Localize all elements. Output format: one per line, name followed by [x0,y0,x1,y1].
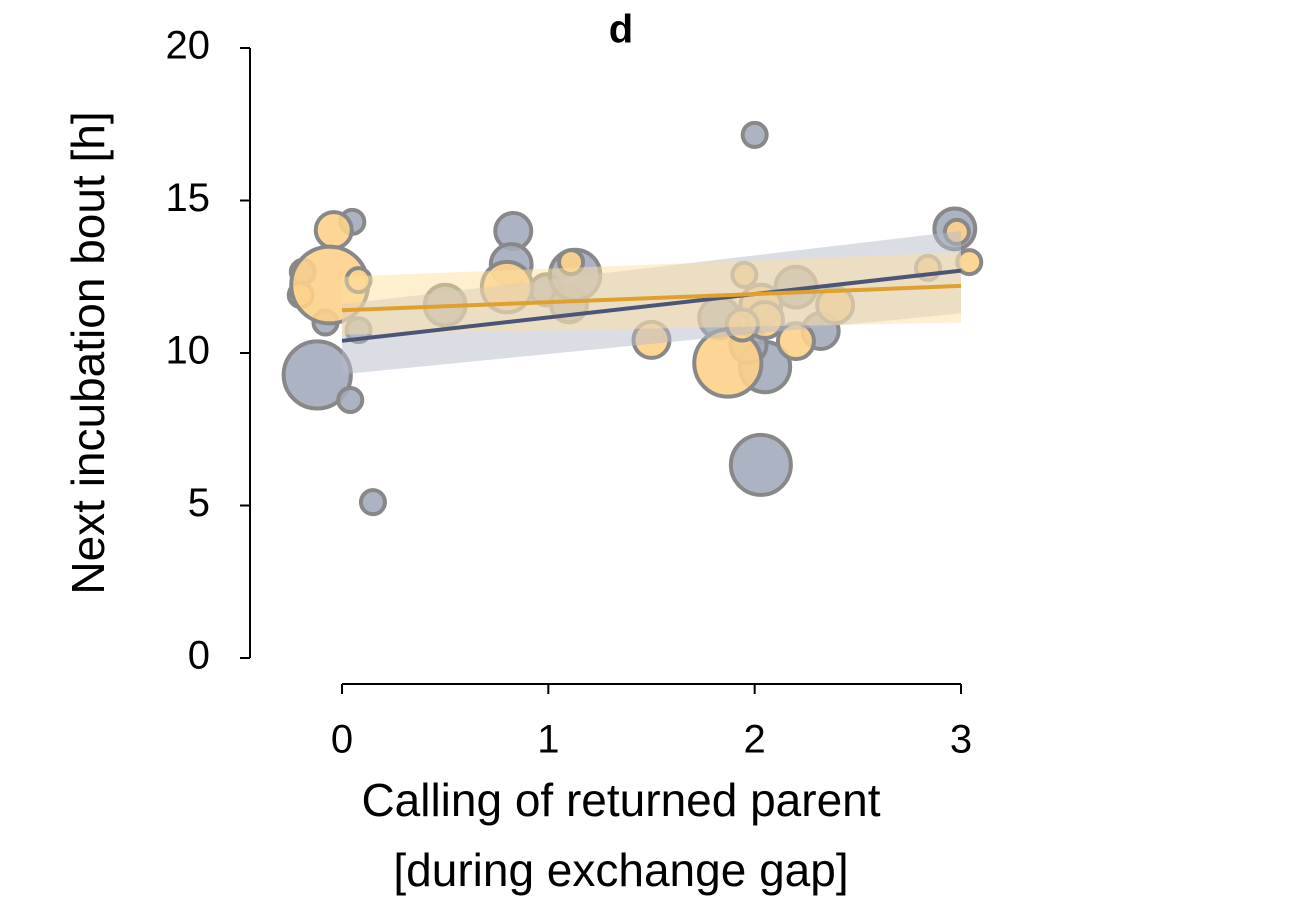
fit-line [341,283,962,313]
bubble [313,210,354,251]
y-tick-label: 0 [188,634,210,678]
x-tick-label: 2 [744,718,766,762]
bubble [336,385,365,414]
y-tick-label: 15 [166,176,211,220]
bubble [358,488,387,517]
y-tick-label: 20 [166,24,211,68]
bubble [281,339,353,411]
x-axis-label: [during exchange gap] [393,844,848,896]
fit-line [341,268,962,343]
bubble [728,432,793,497]
confidence-band [342,252,961,335]
x-tick-label: 1 [537,718,559,762]
x-tick-label: 0 [331,718,353,762]
chart-title: d [609,8,633,52]
bubble [740,120,769,149]
y-tick-label: 5 [188,481,210,525]
x-axis-label: Calling of returned parent [361,774,880,826]
x-tick-label: 3 [950,718,972,762]
y-axis-label: Next incubation bout [h] [62,111,114,594]
y-tick-label: 10 [166,329,211,373]
